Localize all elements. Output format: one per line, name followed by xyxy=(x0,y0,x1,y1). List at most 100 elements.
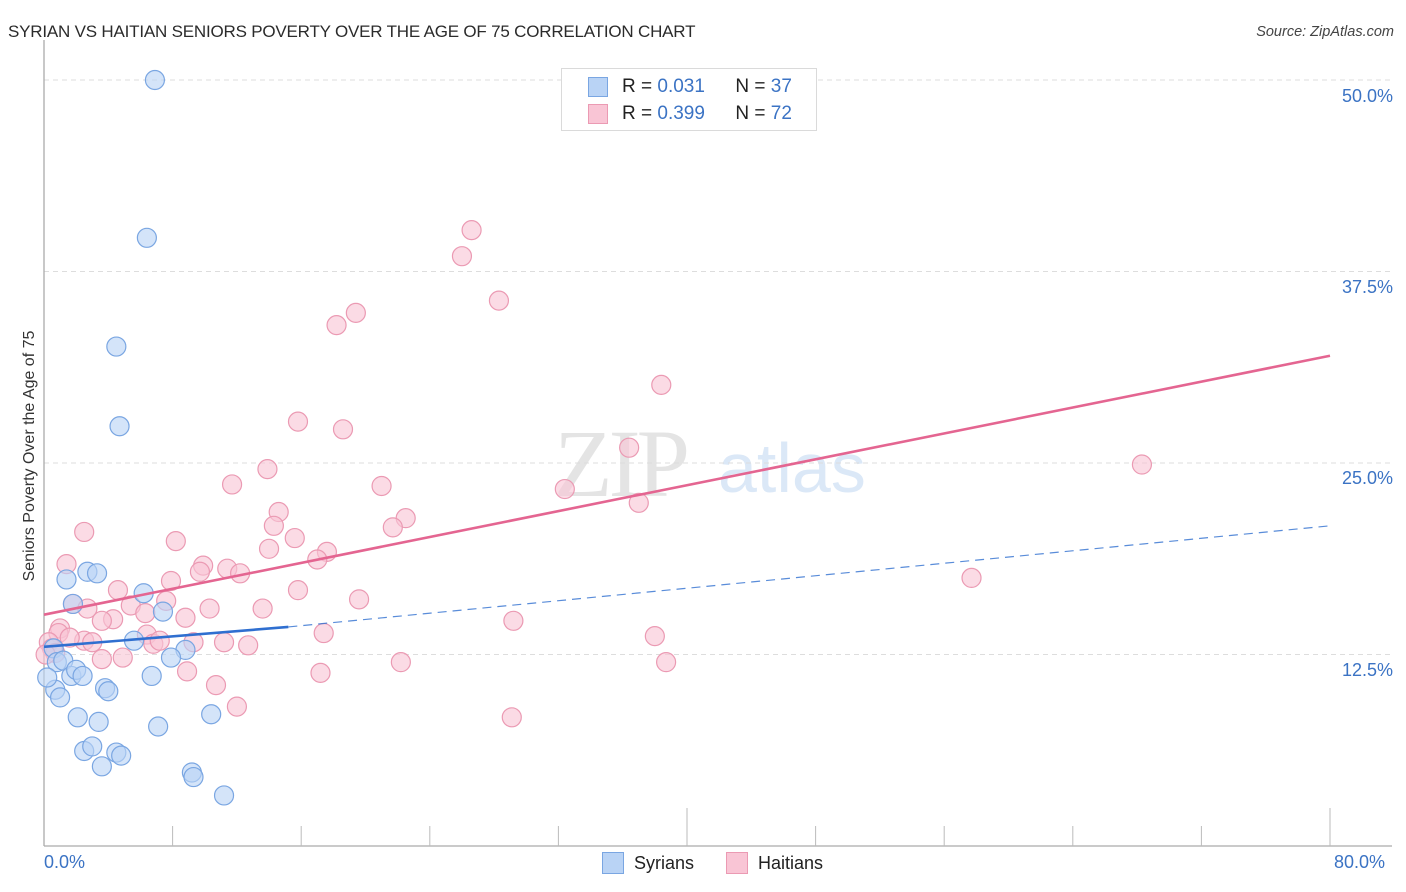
legend-row-syrians: R = 0.031 N = 37 xyxy=(588,75,792,99)
data-point xyxy=(56,569,77,590)
data-point xyxy=(175,607,196,628)
data-point xyxy=(82,736,103,757)
r-value: 0.031 xyxy=(657,76,705,97)
data-point xyxy=(213,785,235,806)
n-value: 72 xyxy=(770,103,792,124)
x-tick-80: 80.0% xyxy=(1334,852,1386,872)
data-point xyxy=(644,626,665,647)
data-point xyxy=(199,598,220,619)
data-point xyxy=(252,598,273,619)
haitians-trend-line xyxy=(43,354,1331,616)
data-point xyxy=(91,648,112,670)
y-tick-25: 25.0% xyxy=(1341,468,1393,488)
data-point xyxy=(263,515,284,536)
data-point xyxy=(111,745,132,766)
data-point xyxy=(628,492,649,513)
y-tick-12-5: 12.5% xyxy=(1341,660,1393,680)
data-point xyxy=(109,416,130,437)
r-label: R = xyxy=(622,76,653,97)
data-point xyxy=(1131,454,1153,475)
data-point xyxy=(176,661,198,682)
haitians-swatch-icon xyxy=(726,852,749,874)
r-label: R = xyxy=(622,103,653,124)
data-point xyxy=(284,527,305,549)
r-value: 0.399 xyxy=(657,103,705,124)
data-point xyxy=(165,531,186,552)
data-point xyxy=(461,220,482,241)
data-point xyxy=(332,419,354,440)
legend-item-syrians[interactable]: Syrians xyxy=(602,852,694,874)
data-point xyxy=(59,627,80,648)
y-tick-50: 50.0% xyxy=(1341,86,1393,106)
data-point xyxy=(287,580,309,601)
data-point xyxy=(86,563,108,584)
n-label: N = xyxy=(735,76,766,97)
data-point xyxy=(148,716,169,737)
watermark-atlas: atlas xyxy=(718,429,866,507)
correlation-legend: R = 0.031 N = 37 R = 0.399 N = 72 xyxy=(561,68,817,131)
data-point xyxy=(106,336,127,357)
data-point xyxy=(348,589,370,610)
data-point xyxy=(37,667,58,688)
syrians-points xyxy=(37,69,235,806)
data-point xyxy=(451,246,473,267)
data-point xyxy=(656,652,677,673)
data-point xyxy=(501,707,522,728)
data-point xyxy=(313,622,334,644)
data-point xyxy=(651,374,672,395)
data-point xyxy=(238,635,259,656)
data-point xyxy=(390,652,411,673)
haitians-points xyxy=(35,220,1153,728)
series-legend: Syrians Haitians xyxy=(602,852,855,874)
data-point xyxy=(183,766,204,788)
syrians-trend-extension xyxy=(288,525,1331,628)
data-point xyxy=(91,756,112,777)
n-label: N = xyxy=(735,103,766,124)
data-point xyxy=(49,687,71,708)
data-point xyxy=(326,315,347,336)
syrians-trend-line xyxy=(43,625,289,649)
legend-row-haitians: R = 0.399 N = 72 xyxy=(588,102,792,126)
data-point xyxy=(310,662,331,683)
legend-label-haitians: Haitians xyxy=(758,852,824,873)
data-point xyxy=(74,521,95,543)
data-point xyxy=(135,603,156,624)
data-point xyxy=(619,437,640,458)
data-point xyxy=(961,567,982,589)
x-tick-0: 0.0% xyxy=(44,852,86,872)
data-point xyxy=(503,610,524,631)
data-point xyxy=(98,681,119,702)
data-point xyxy=(226,696,247,717)
y-axis-label: Seniors Poverty Over the Age of 75 xyxy=(21,330,38,582)
data-point xyxy=(88,711,109,733)
data-point xyxy=(189,561,211,582)
data-point xyxy=(112,647,133,668)
data-point xyxy=(371,475,392,497)
n-value: 37 xyxy=(770,76,792,97)
data-point xyxy=(136,227,157,248)
data-point xyxy=(488,290,510,311)
data-point xyxy=(213,632,235,653)
data-point xyxy=(144,69,166,91)
syrians-swatch-icon xyxy=(588,77,608,97)
haitians-swatch-icon xyxy=(588,104,608,124)
data-point xyxy=(107,580,129,601)
data-point xyxy=(258,538,280,559)
axes xyxy=(43,40,1392,847)
data-point xyxy=(72,665,93,687)
data-point xyxy=(345,302,366,323)
data-point xyxy=(141,665,162,687)
data-point xyxy=(91,610,112,631)
data-point xyxy=(287,411,309,432)
data-point xyxy=(67,707,88,728)
data-point xyxy=(160,647,182,668)
data-point xyxy=(201,704,222,725)
data-point xyxy=(257,459,278,480)
legend-label-syrians: Syrians xyxy=(634,852,695,873)
data-point xyxy=(554,478,575,500)
chart-title: SYRIAN VS HAITIAN SENIORS POVERTY OVER T… xyxy=(8,22,696,41)
data-point xyxy=(149,630,170,651)
legend-item-haitians[interactable]: Haitians xyxy=(726,852,823,874)
data-point xyxy=(160,570,182,592)
